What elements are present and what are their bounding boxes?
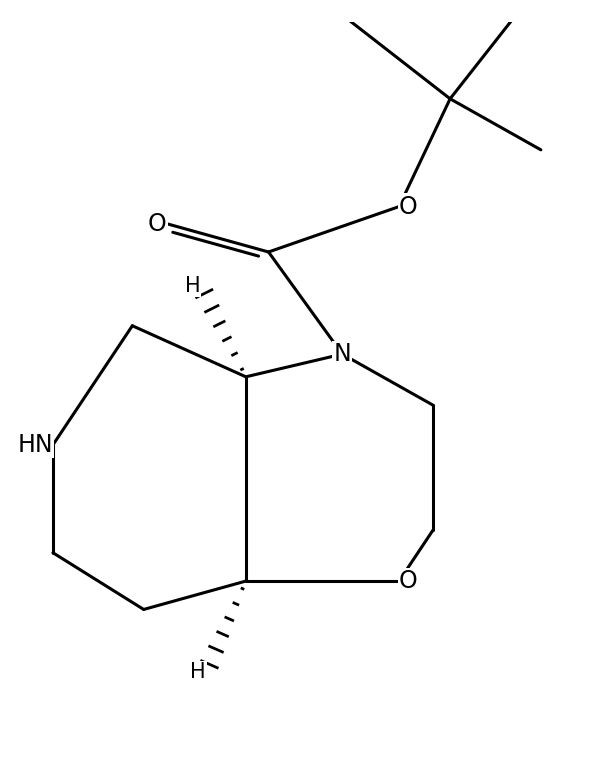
Text: H: H (190, 662, 206, 682)
Text: HN: HN (18, 433, 53, 457)
Text: O: O (399, 569, 418, 593)
Text: H: H (185, 276, 201, 296)
Text: O: O (399, 195, 418, 219)
Text: O: O (147, 212, 166, 235)
Text: N: N (333, 342, 351, 366)
